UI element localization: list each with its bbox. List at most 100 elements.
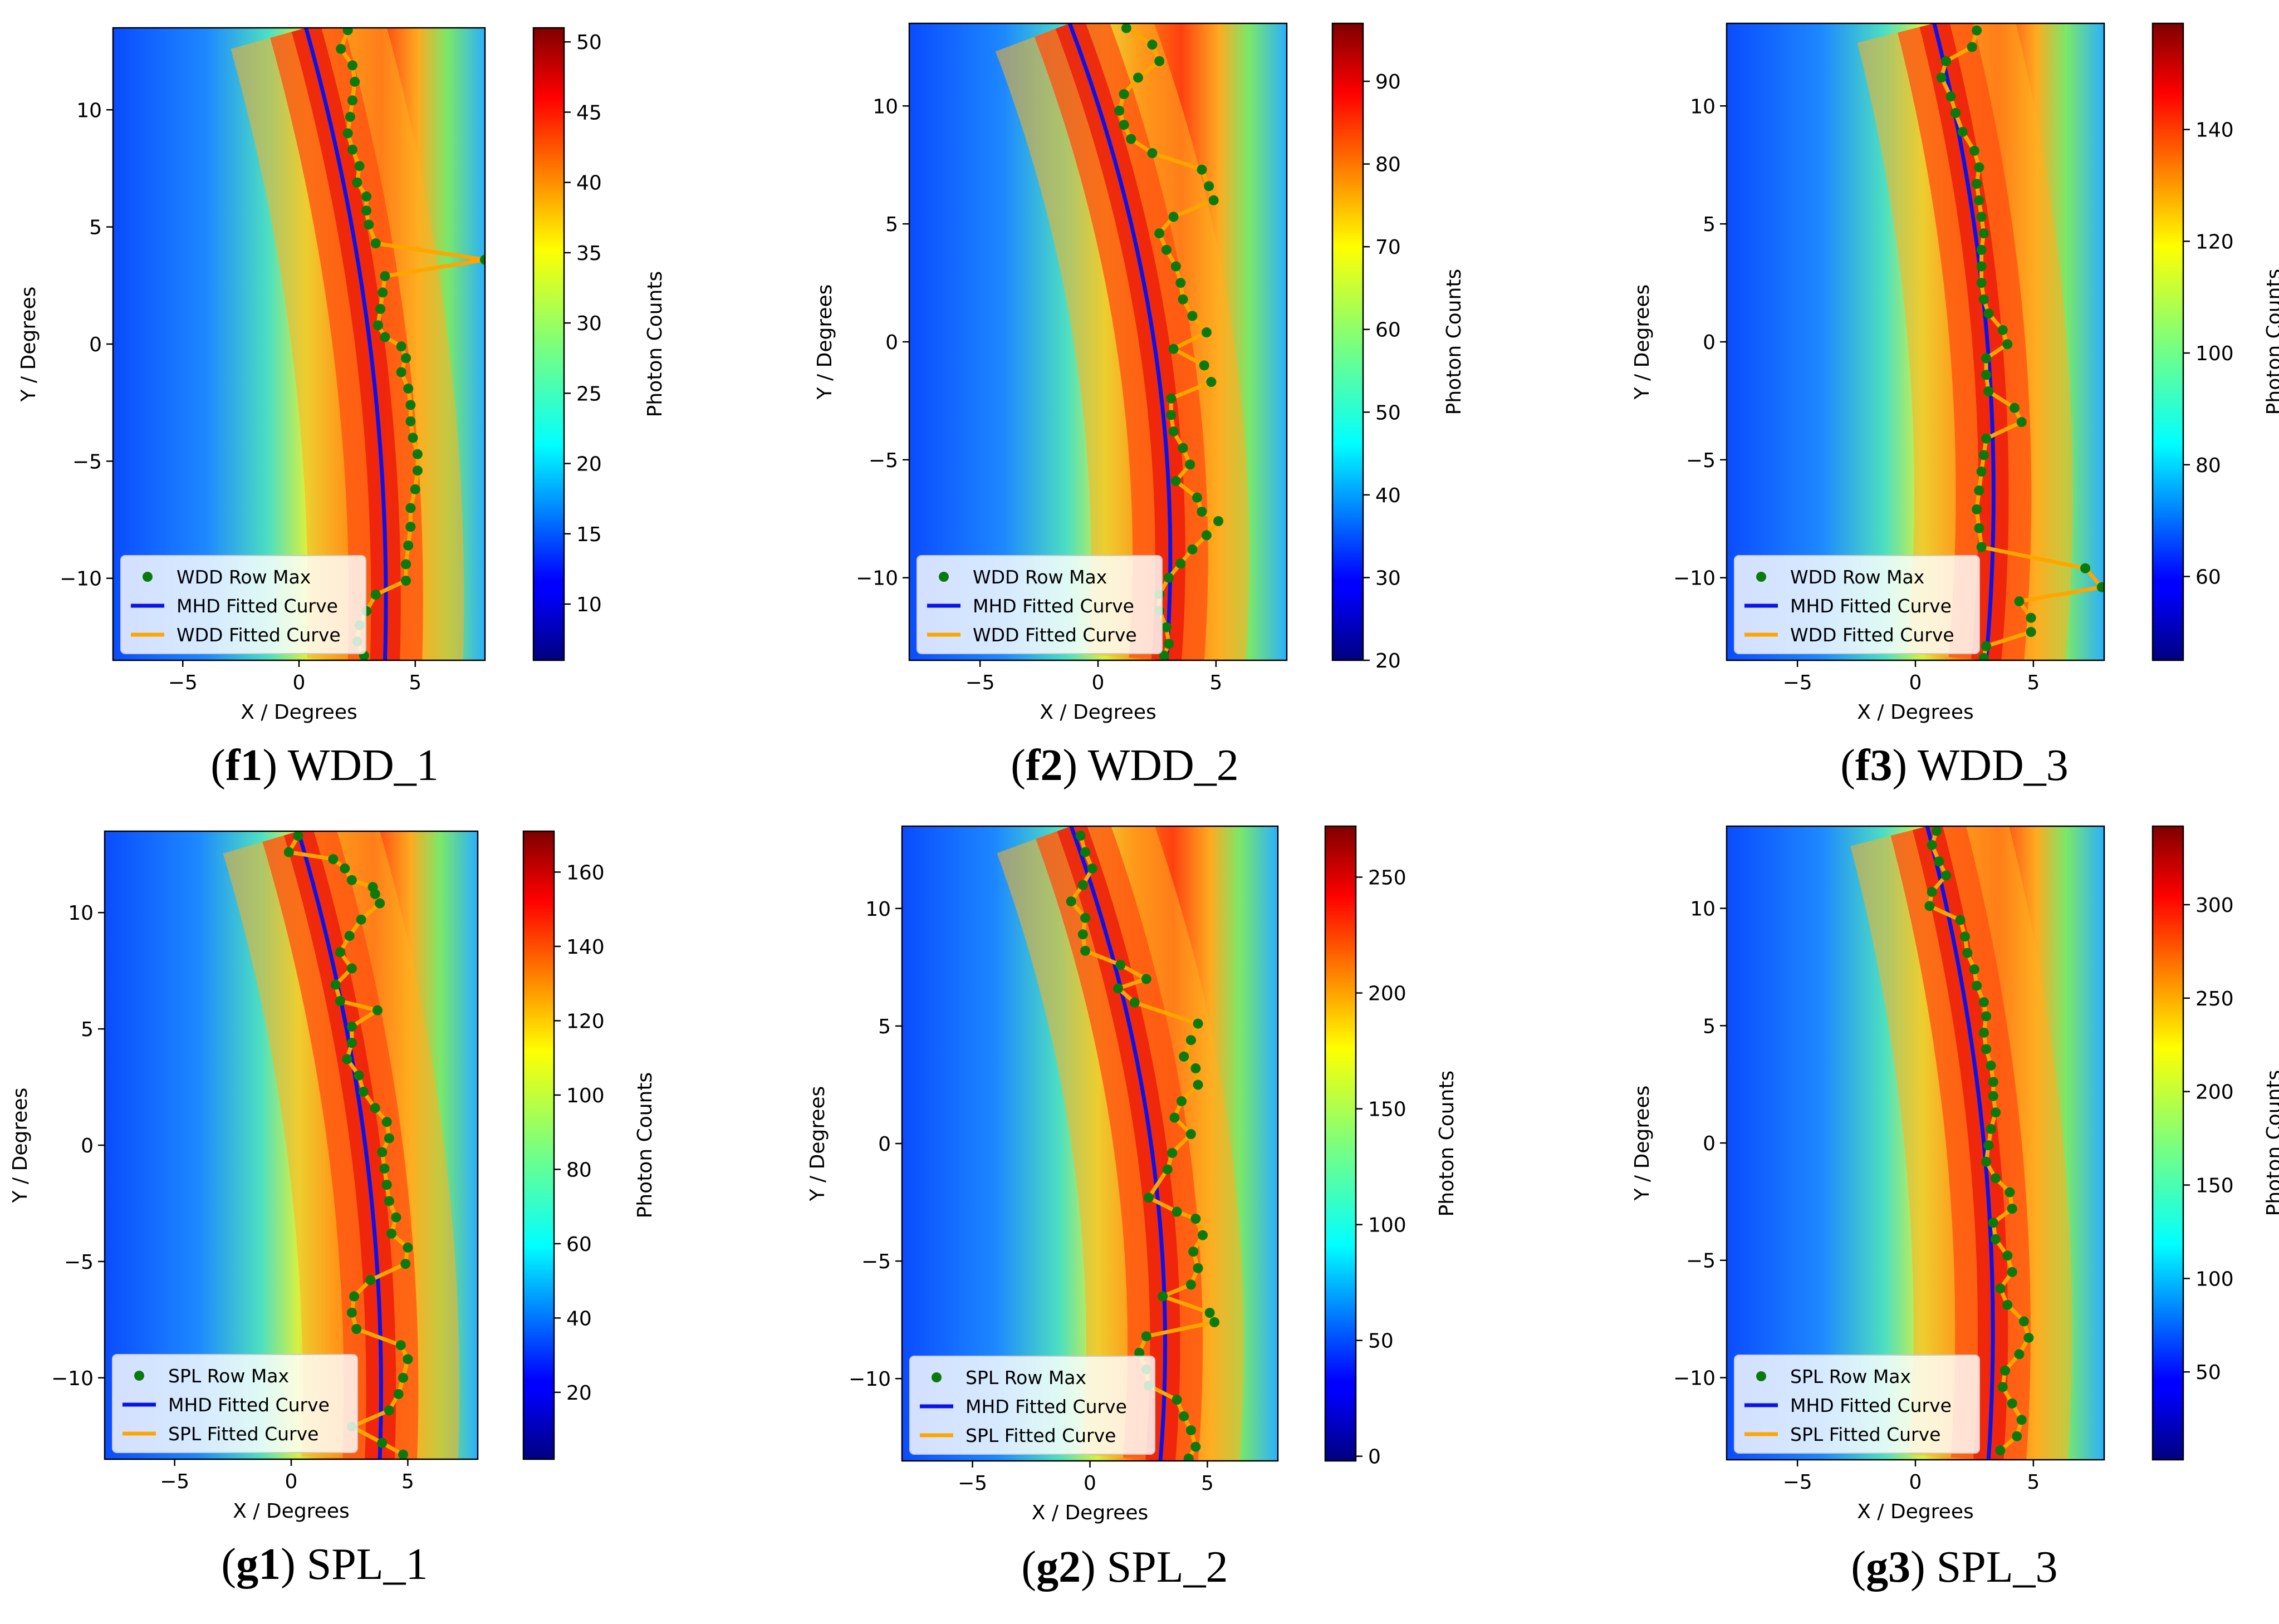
row-max-point [347, 95, 358, 106]
row-max-point [358, 1086, 369, 1097]
y-tick-label: 10 [1690, 95, 1716, 118]
row-max-point [1143, 1193, 1154, 1203]
row-max-point [346, 1038, 357, 1048]
x-tick-label: 0 [1084, 1472, 1096, 1495]
caption-f1: (f1) WDD_1 [210, 741, 439, 790]
x-tick-label: −5 [1783, 671, 1812, 694]
heatmap [909, 23, 1287, 660]
row-max-point [391, 1212, 401, 1223]
row-max-point [1201, 327, 1212, 338]
x-tick-label: −5 [168, 671, 198, 694]
legend-entry: WDD Fitted Curve [973, 624, 1137, 646]
row-max-point [1169, 1112, 1180, 1123]
row-max-point [1983, 1140, 1994, 1151]
colorbar-label: Photon Counts [1435, 1071, 1458, 1217]
row-max-point [340, 863, 350, 874]
row-max-point [1168, 426, 1179, 437]
row-max-point [1175, 558, 1186, 569]
x-tick-label: −5 [160, 1470, 189, 1493]
row-max-point [1974, 195, 1984, 205]
row-max-point [1154, 228, 1165, 239]
row-max-point [1185, 1129, 1196, 1140]
row-max-point [2014, 596, 2025, 607]
row-max-point [1976, 542, 1987, 552]
x-tick-label: 5 [2027, 671, 2040, 694]
row-max-point [2012, 1431, 2022, 1441]
row-max-point [379, 1163, 390, 1174]
row-max-point [1981, 1156, 1992, 1167]
legend: SPL Row Max MHD Fitted Curve SPL Fitted Cu… [909, 1356, 1155, 1455]
row-max-point [1185, 1425, 1196, 1436]
row-max-point [1972, 25, 1982, 36]
colorbar-tick-label: 50 [1368, 1330, 1394, 1353]
row-max-point [1172, 1206, 1182, 1217]
colorbar: 20 40 60 80 100 120 140 160 Photon Counts [522, 830, 656, 1460]
row-max-point [1204, 181, 1214, 192]
row-max-point [1988, 1077, 1998, 1087]
row-max-point [1075, 830, 1086, 841]
row-max-point [403, 1354, 413, 1365]
colorbar-tick-label: 30 [1375, 567, 1401, 590]
y-tick-label: 5 [1703, 213, 1716, 236]
row-max-point [370, 889, 380, 899]
row-max-point [403, 540, 414, 551]
row-max-point [381, 1117, 392, 1127]
row-max-point [384, 1196, 394, 1206]
row-max-point [1206, 377, 1217, 387]
row-max-point [1997, 325, 2008, 335]
row-max-point [380, 271, 390, 281]
colorbar-tick-label: 140 [2195, 119, 2234, 142]
row-max-point [1974, 523, 1984, 533]
colorbar-tick-label: 200 [2195, 1081, 2234, 1104]
row-max-point [1126, 134, 1136, 144]
row-max-point [1161, 622, 1172, 632]
row-max-point [1962, 948, 1973, 958]
row-max-point [1967, 42, 1977, 52]
x-tick-label: 5 [1201, 1472, 1214, 1495]
y-tick-label: −5 [1686, 1250, 1716, 1273]
row-max-point [370, 238, 381, 249]
y-tick-label: 5 [1703, 1015, 1716, 1038]
colorbar: 0 50 100 150 200 250 Photon Counts [1324, 825, 1458, 1469]
row-max-point [1978, 228, 1989, 239]
y-tick-label: −10 [60, 568, 102, 591]
y-tick-label: 10 [1690, 898, 1716, 921]
colorbar-tick-label: 20 [576, 453, 602, 476]
row-max-point [1178, 294, 1188, 305]
row-max-point [377, 1437, 388, 1448]
row-max-point [283, 847, 294, 857]
row-max-point [352, 177, 362, 188]
chart-panel-g2: −5 0 5 −10 −5 0 5 10 X / Degrees Y / Degrees SPL R… [806, 825, 1458, 1524]
row-max-point [1972, 980, 1982, 991]
colorbar-tick-label: 60 [1375, 319, 1401, 342]
y-tick-label: 10 [76, 99, 102, 122]
row-max-point [1988, 1218, 1998, 1228]
row-max-point [1974, 485, 1984, 495]
heatmap [902, 826, 1278, 1461]
row-max-point [347, 144, 358, 155]
row-max-point [1199, 360, 1209, 371]
row-max-point [393, 1389, 404, 1400]
row-max-point [1187, 311, 1198, 321]
y-tick-label: 0 [878, 1133, 891, 1156]
row-max-point [1978, 1027, 1989, 1038]
row-max-point [1190, 1441, 1201, 1452]
row-max-point [1192, 492, 1202, 503]
row-max-point [380, 332, 390, 342]
colorbar-label: Photon Counts [2263, 269, 2279, 415]
x-axis-label: X / Degrees [241, 701, 357, 724]
row-max-point [1133, 72, 1144, 83]
chart-panel-f2: −5 0 5 −10 −5 0 5 10 X / Degrees Y / Degrees WDD R… [813, 22, 1466, 724]
heatmap [1727, 23, 2104, 660]
row-max-point [328, 854, 339, 865]
row-max-point [1190, 1214, 1201, 1224]
legend-marker [1756, 572, 1766, 582]
x-tick-label: 5 [409, 671, 422, 694]
row-max-point [1932, 826, 1942, 836]
legend-entry: MHD Fitted Curve [1790, 595, 1952, 617]
legend-marker [939, 572, 949, 582]
x-tick-label: −5 [958, 1472, 987, 1495]
row-max-point [1187, 544, 1198, 555]
y-tick-label: 10 [873, 95, 898, 118]
